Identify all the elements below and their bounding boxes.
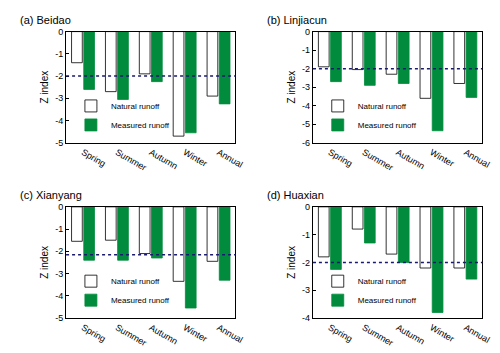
svg-text:-3: -3 (55, 269, 63, 279)
svg-text:Winter: Winter (181, 322, 209, 344)
svg-text:Measured runoff: Measured runoff (111, 121, 170, 130)
svg-text:0: 0 (305, 27, 310, 37)
svg-text:Natural runoff: Natural runoff (358, 102, 407, 111)
svg-text:Z index: Z index (286, 246, 297, 279)
svg-text:-2: -2 (55, 71, 63, 81)
svg-text:Natural runoff: Natural runoff (358, 277, 407, 286)
svg-text:Autumn: Autumn (394, 147, 426, 171)
svg-text:-2: -2 (302, 64, 310, 74)
svg-text:-6: -6 (302, 138, 310, 148)
svg-text:Spring: Spring (80, 147, 108, 169)
svg-text:(a) Beidao: (a) Beidao (20, 14, 71, 26)
svg-text:Measured runoff: Measured runoff (358, 121, 417, 130)
svg-text:Annual: Annual (462, 322, 491, 345)
svg-text:Autumn: Autumn (394, 322, 426, 346)
svg-text:-3: -3 (302, 285, 310, 295)
svg-text:-1: -1 (302, 230, 310, 240)
svg-text:0: 0 (58, 27, 63, 37)
svg-text:Annual: Annual (462, 147, 491, 170)
svg-text:-4: -4 (55, 291, 63, 301)
svg-text:-5: -5 (55, 138, 63, 148)
svg-text:-4: -4 (302, 313, 310, 323)
svg-text:Winter: Winter (428, 322, 456, 344)
svg-text:-2: -2 (302, 258, 310, 268)
svg-text:Annual: Annual (215, 322, 244, 345)
svg-text:Spring: Spring (80, 322, 108, 344)
svg-text:0: 0 (305, 202, 310, 212)
svg-text:-1: -1 (55, 224, 63, 234)
svg-text:-5: -5 (302, 119, 310, 129)
svg-text:Summer: Summer (360, 322, 394, 348)
svg-text:Autumn: Autumn (148, 322, 180, 346)
svg-text:-1: -1 (55, 49, 63, 59)
svg-text:Winter: Winter (181, 147, 209, 169)
svg-text:Autumn: Autumn (148, 147, 180, 171)
svg-text:Natural runoff: Natural runoff (111, 277, 160, 286)
svg-text:-3: -3 (55, 93, 63, 103)
svg-text:(b) Linjiacun: (b) Linjiacun (267, 14, 327, 26)
svg-text:Measured runoff: Measured runoff (358, 296, 417, 305)
svg-text:-4: -4 (302, 101, 310, 111)
svg-text:(c) Xianyang: (c) Xianyang (20, 189, 82, 201)
svg-text:-4: -4 (55, 116, 63, 126)
svg-text:Summer: Summer (114, 147, 148, 173)
svg-text:Summer: Summer (360, 147, 394, 173)
svg-text:Z index: Z index (286, 71, 297, 104)
svg-text:Winter: Winter (428, 147, 456, 169)
svg-text:-3: -3 (302, 82, 310, 92)
svg-text:Z index: Z index (39, 71, 50, 104)
svg-text:-5: -5 (55, 313, 63, 323)
svg-text:Natural runoff: Natural runoff (111, 102, 160, 111)
svg-text:Measured runoff: Measured runoff (111, 296, 170, 305)
svg-text:Annual: Annual (215, 147, 244, 170)
svg-text:Z index: Z index (39, 246, 50, 279)
svg-text:Summer: Summer (114, 322, 148, 348)
svg-text:Spring: Spring (327, 322, 355, 344)
svg-text:(d) Huaxian: (d) Huaxian (267, 189, 324, 201)
svg-text:Spring: Spring (327, 147, 355, 169)
svg-text:-1: -1 (302, 45, 310, 55)
svg-text:-2: -2 (55, 246, 63, 256)
svg-text:0: 0 (58, 202, 63, 212)
